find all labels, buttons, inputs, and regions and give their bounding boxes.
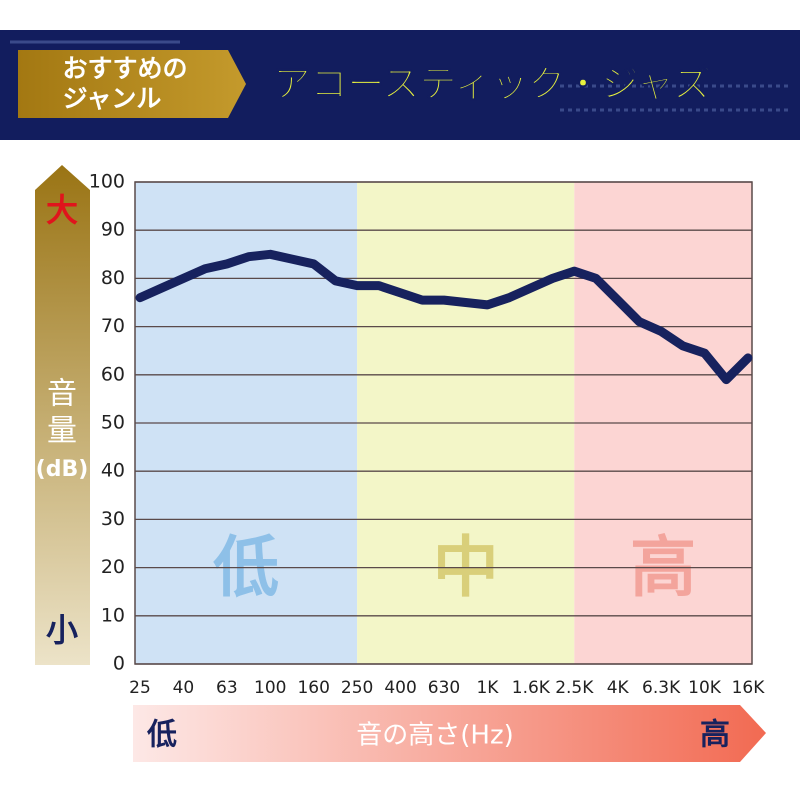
x-high-label: 高 <box>700 718 730 753</box>
y-tick-label: 90 <box>101 219 125 241</box>
plot-frame <box>134 181 753 665</box>
x-tick-label: 160 <box>297 678 329 698</box>
y-top-label: 大 <box>46 191 78 229</box>
x-tick-label: 630 <box>428 678 460 698</box>
x-tick-label: 40 <box>173 678 195 698</box>
y-tick-label: 10 <box>101 604 125 626</box>
y-tick-label: 0 <box>113 653 125 675</box>
x-tick-label: 1.6K <box>512 678 551 698</box>
x-tick-label: 63 <box>216 678 238 698</box>
x-tick-label: 16K <box>732 678 766 698</box>
x-label: 音の高さ(Hz) <box>356 721 514 751</box>
y-label: 量 <box>47 414 77 449</box>
y-tick-label: 100 <box>89 171 125 193</box>
x-tick-label: 100 <box>254 678 286 698</box>
x-axis-bar <box>133 705 766 762</box>
y-tick-label: 20 <box>101 556 125 578</box>
x-low-label: 低 <box>146 718 177 753</box>
y-tick-label: 70 <box>101 315 125 337</box>
y-tick-label: 40 <box>101 460 125 482</box>
y-tick-label: 60 <box>101 363 125 385</box>
plot: 低中高010203040506070809010025 40 63 100 160 250… <box>89 171 766 699</box>
header-title: アコースティック・ジャズ <box>273 63 710 106</box>
y-label: 音 <box>47 377 77 412</box>
tag-line: ジャンル <box>63 84 162 113</box>
x-tick-label: 4K <box>607 678 630 698</box>
x-tick-label: 6.3K <box>642 678 681 698</box>
x-tick-label: 1K <box>476 678 499 698</box>
x-tick-label: 25 <box>129 678 151 698</box>
y-tick-label: 30 <box>101 508 125 530</box>
line <box>135 249 753 385</box>
x-tick-label: 400 <box>384 678 416 698</box>
y-label: (dB) <box>36 457 89 482</box>
tag <box>18 50 246 118</box>
x-tick-label: 2.5K <box>555 678 594 698</box>
y-tick-label: 50 <box>101 412 125 434</box>
y-axis-bar <box>35 165 90 665</box>
tag-line: おすすめの <box>62 54 187 83</box>
y-tick-label: 80 <box>101 267 125 289</box>
y-bottom-label: 小 <box>46 611 78 649</box>
x-tick-label: 250 <box>341 678 373 698</box>
x-tick-label: 10K <box>688 678 722 698</box>
